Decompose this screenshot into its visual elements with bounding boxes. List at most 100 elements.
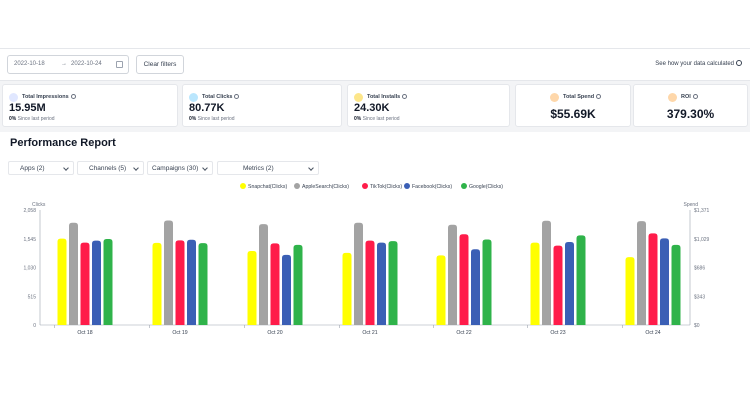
card-title: ROI — [681, 94, 691, 100]
x-tick-label: Oct 20 — [267, 330, 282, 336]
bar — [530, 242, 540, 325]
bar — [648, 233, 658, 325]
bar — [365, 240, 375, 325]
roi-icon — [668, 93, 677, 102]
card-total-clicks: Total Clicks 80.77K 0% Since last period — [182, 84, 342, 127]
dropdown-label: Metrics (2) — [243, 165, 274, 172]
y2-tick-label: $1,029 — [694, 237, 710, 243]
card-total-spend: Total Spend $55.69K — [515, 84, 631, 127]
bar — [625, 257, 635, 325]
eye-icon — [9, 93, 18, 102]
bar — [282, 254, 291, 325]
y-tick-label: 2,058 — [23, 208, 36, 214]
clear-filters-button[interactable]: Clear filters — [136, 55, 184, 74]
bar — [553, 245, 563, 325]
y2-tick-label: $1,371 — [694, 208, 710, 214]
bar — [259, 224, 268, 325]
bar — [377, 242, 386, 325]
card-value: 24.30K — [354, 102, 390, 114]
x-tick-label: Oct 18 — [77, 330, 92, 336]
delta-text: Since last period — [17, 116, 55, 122]
bar — [164, 220, 173, 325]
bar — [175, 240, 185, 325]
bar — [187, 239, 196, 325]
download-icon — [354, 93, 363, 102]
chevron-down-icon — [308, 165, 314, 171]
date-start: 2022-10-18 — [14, 61, 45, 67]
x-tick-label: Oct 23 — [550, 330, 565, 336]
data-calculation-link[interactable]: See how your data calculated — [655, 60, 742, 67]
y-axis-title: Clicks — [32, 202, 46, 208]
x-tick-label: Oct 22 — [456, 330, 471, 336]
bar — [270, 243, 280, 325]
report-title: Performance Report — [10, 137, 116, 149]
legend-label: AppleSearch(Clicks) — [302, 184, 349, 190]
info-icon — [736, 60, 742, 66]
card-value: 15.95M — [9, 102, 46, 114]
date-range-picker[interactable]: 2022-10-18 → 2022-10-24 — [7, 55, 129, 74]
card-roi: ROI 379.30% — [633, 84, 748, 127]
performance-chart: Snapchat(Clicks) AppleSearch(Clicks) TikTo… — [23, 183, 710, 336]
channels-dropdown[interactable]: Channels (5) — [77, 161, 144, 175]
y-tick-label: 0 — [33, 323, 36, 329]
metrics-dropdown[interactable]: Metrics (2) — [217, 161, 319, 175]
apps-dropdown[interactable]: Apps (2) — [8, 161, 74, 175]
bar — [482, 239, 492, 325]
legend-swatch — [240, 183, 246, 189]
date-arrow: → — [61, 61, 67, 67]
info-icon[interactable] — [692, 94, 698, 99]
calendar-icon — [116, 61, 123, 68]
x-tick-label: Oct 19 — [172, 330, 187, 336]
y2-tick-label: $343 — [694, 294, 705, 300]
bar — [671, 244, 681, 325]
info-icon[interactable] — [234, 94, 240, 99]
delta-text: Since last period — [197, 116, 235, 122]
date-end: 2022-10-24 — [71, 61, 102, 67]
bar — [660, 238, 669, 325]
delta-text: Since last period — [362, 116, 400, 122]
bar — [436, 255, 446, 325]
card-title: Total Spend — [563, 94, 595, 100]
card-value: 379.30% — [666, 107, 715, 121]
y-tick-label: 515 — [28, 294, 37, 300]
info-icon[interactable] — [596, 94, 602, 99]
bar — [293, 244, 303, 325]
delta-percent: 0% — [354, 116, 362, 122]
dollar-icon — [550, 93, 559, 102]
card-title: Total Clicks — [202, 94, 233, 100]
y2-tick-label: $0 — [694, 323, 700, 329]
bar — [471, 249, 480, 325]
info-icon[interactable] — [402, 94, 408, 99]
legend-swatch — [461, 183, 467, 189]
card-delta: 0% Since last period — [354, 116, 400, 122]
bar — [459, 234, 469, 325]
bar — [69, 222, 78, 325]
dropdown-label: Campaigns (30) — [152, 165, 199, 172]
dropdown-label: Apps (2) — [20, 165, 45, 172]
bar — [542, 220, 551, 325]
x-tick-label: Oct 21 — [362, 330, 377, 336]
card-value: 80.77K — [189, 102, 225, 114]
card-delta: 0% Since last period — [9, 116, 55, 122]
campaigns-dropdown[interactable]: Campaigns (30) — [147, 161, 213, 175]
info-icon[interactable] — [70, 94, 76, 99]
bar — [57, 238, 67, 325]
chevron-down-icon — [133, 165, 139, 171]
bar — [92, 240, 101, 325]
y-tick-label: 1,030 — [23, 266, 36, 272]
legend-label: Snapchat(Clicks) — [248, 184, 287, 190]
dashboard: 2022-10-18 → 2022-10-24 Clear filters Se… — [0, 48, 750, 355]
bar — [198, 243, 208, 325]
bar — [448, 224, 457, 325]
dropdown-label: Channels (5) — [89, 165, 127, 172]
bar — [247, 250, 257, 325]
legend-label: Facebook(Clicks) — [412, 184, 452, 190]
card-value: $55.69K — [550, 107, 596, 121]
legend-swatch — [404, 183, 410, 189]
bar — [388, 241, 398, 325]
delta-percent: 0% — [189, 116, 197, 122]
bar — [565, 242, 574, 325]
performance-report: Performance Report Apps (2) Channels (5)… — [0, 132, 750, 355]
data-calculation-link-label: See how your data calculated — [655, 61, 734, 67]
